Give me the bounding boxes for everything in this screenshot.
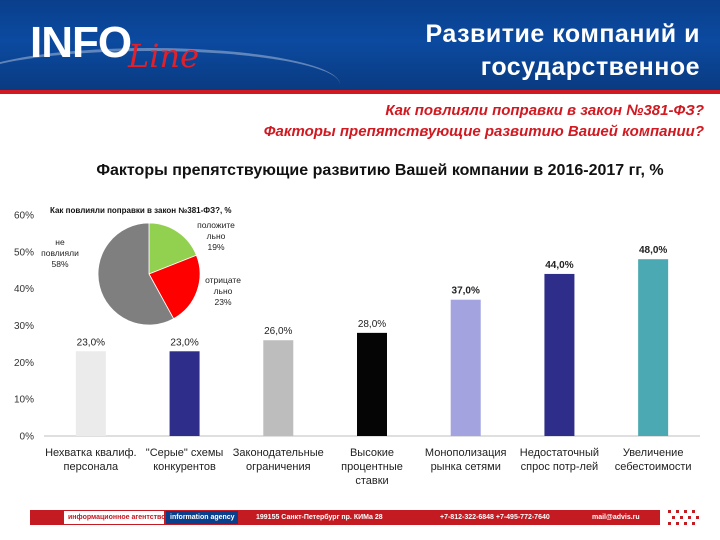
chart-title: Факторы препятствующие развитию Вашей ко… — [96, 162, 664, 179]
footer: информационное агентство information age… — [0, 500, 720, 540]
logo-info-text: INFO — [30, 18, 132, 67]
x-tick-label: Увеличение — [623, 447, 684, 459]
survey-questions: Как повлияли поправки в закон №381-ФЗ? Ф… — [104, 100, 704, 142]
question-2: Факторы препятствующие развитию Вашей ко… — [263, 123, 704, 140]
pie-slice-label: 19% — [207, 242, 224, 252]
x-tick-label: Недостаточный — [520, 447, 599, 459]
logo-line-text: Line — [128, 37, 200, 75]
footer-agency-en: information agency — [170, 514, 235, 521]
pie-slice-label: 23% — [214, 297, 231, 307]
pie-slice-label: отрицате — [205, 275, 241, 285]
footer-phones: +7-812-322-6848 +7-495-772-7640 — [440, 514, 550, 521]
footer-agency-box: информационное агентство — [64, 511, 166, 524]
question-1: Как повлияли поправки в закон №381-ФЗ? — [385, 102, 704, 119]
footer-agency-ru: информационное агентство — [68, 514, 166, 521]
y-tick-label: 30% — [14, 321, 34, 332]
header-divider — [0, 90, 720, 94]
x-tick-label: себестоимости — [615, 461, 692, 473]
footer-agency-en-box: information agency — [166, 511, 238, 524]
page-title-line-1: Развитие компаний и — [425, 20, 700, 48]
bar-chart: 0% 10% 20% 30% 40% 50% 60% 23,0% Нехватка квалиф… — [14, 206, 700, 487]
footer-email[interactable]: mail@advis.ru — [592, 514, 640, 521]
header-banner: INFO Line Развитие компаний и государств… — [0, 0, 720, 92]
pie-slice-label: льно — [207, 231, 226, 241]
y-tick-label: 40% — [14, 284, 34, 295]
y-tick-label: 60% — [14, 211, 34, 222]
bar-value-label: 23,0% — [77, 337, 105, 348]
bar — [169, 351, 200, 436]
pie-title: Как повлияли поправки в закон №381-ФЗ?, … — [50, 206, 232, 215]
x-tick-label: ставки — [355, 475, 388, 487]
bar-value-label: 44,0% — [545, 260, 573, 271]
x-tick-label: процентные — [341, 461, 403, 473]
infoline-logo: INFO Line — [30, 18, 230, 78]
pie-slice — [97, 222, 175, 326]
bar — [357, 332, 387, 436]
footer-dots-decoration — [664, 506, 704, 530]
page-title-line-2: государственное регулирование — [480, 53, 700, 92]
footer-address: 199155 Санкт-Петербург пр. КИМа 28 — [256, 514, 383, 521]
page-title: Развитие компаний и государственное регу… — [280, 18, 700, 92]
bar-value-label: 23,0% — [170, 337, 198, 348]
pie-slice-label: повлияли — [41, 248, 79, 258]
x-tick-label: спрос потр-лей — [521, 461, 599, 473]
x-tick-label: Нехватка квалиф. — [45, 447, 137, 459]
bar-value-label: 28,0% — [358, 319, 386, 330]
x-tick-label: ограничения — [246, 461, 311, 473]
bar-value-label: 48,0% — [639, 245, 667, 256]
x-tick-label: конкурентов — [153, 461, 216, 473]
y-tick-label: 10% — [14, 395, 34, 406]
pie-slice-label: 58% — [51, 259, 68, 269]
bar — [638, 259, 669, 436]
x-tick-label: рынка сетями — [431, 461, 501, 473]
bar — [75, 351, 106, 436]
x-tick-label: Высокие — [350, 447, 394, 459]
bar-value-label: 26,0% — [264, 326, 292, 337]
y-tick-label: 20% — [14, 358, 34, 369]
bar — [450, 299, 481, 436]
bar-value-label: 37,0% — [452, 286, 480, 297]
y-tick-label: 0% — [20, 432, 35, 443]
x-tick-label: персонала — [64, 461, 120, 473]
pie-slice-label: не — [55, 237, 65, 247]
bar — [263, 340, 294, 436]
pie-slice-label: льно — [214, 286, 233, 296]
x-tick-label: "Серые" схемы — [146, 447, 224, 459]
bar — [544, 273, 575, 436]
x-tick-label: Монополизация — [425, 447, 507, 459]
pie-slice — [148, 254, 201, 320]
y-tick-label: 50% — [14, 247, 34, 258]
pie-slice-label: положите — [197, 220, 235, 230]
pie-slice — [148, 222, 197, 275]
x-tick-label: Законодательные — [233, 447, 324, 459]
header-swoosh — [0, 48, 340, 92]
